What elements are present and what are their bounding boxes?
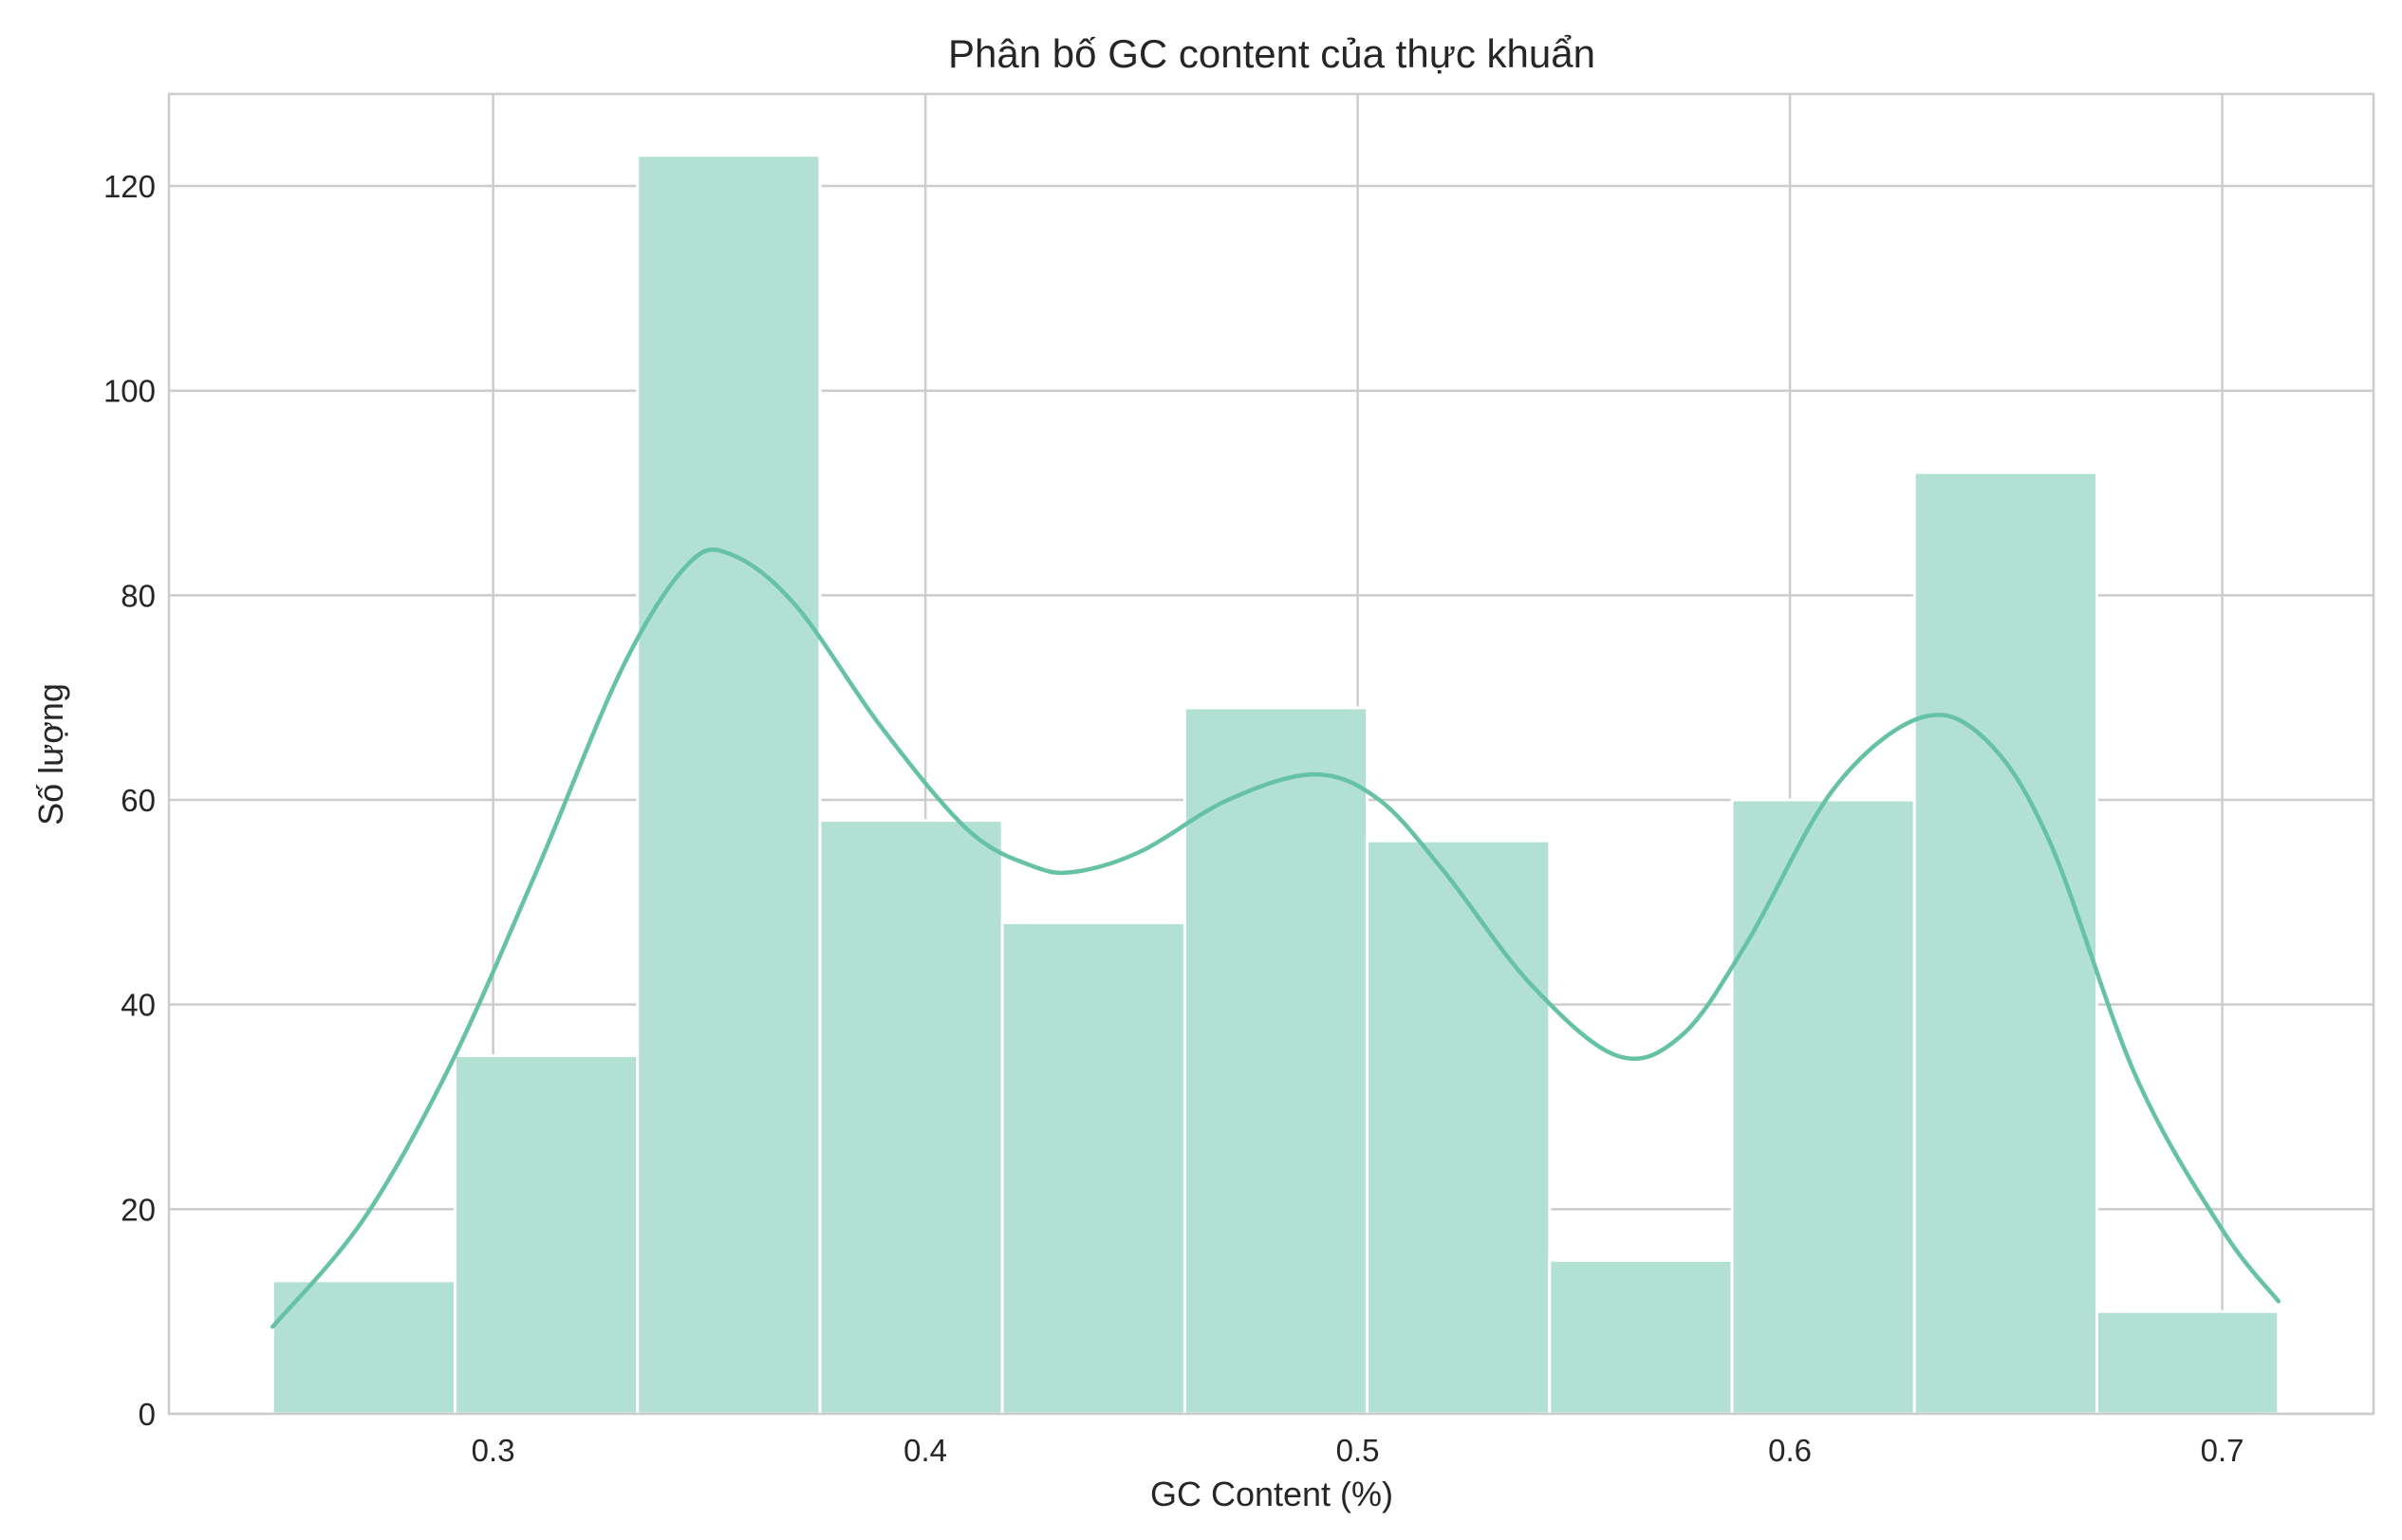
histogram-bar	[2095, 1309, 2281, 1416]
y-tick-label: 100	[103, 374, 156, 409]
y-tick-label: 40	[121, 988, 156, 1023]
histogram-bar	[270, 1279, 457, 1416]
histogram-bar	[1000, 920, 1186, 1416]
histogram-bar	[1730, 798, 1916, 1416]
y-tick-label: 120	[103, 169, 156, 204]
y-tick-label: 60	[121, 783, 156, 818]
y-tick-label: 0	[139, 1397, 156, 1432]
y-axis-label: Số lượng	[31, 683, 70, 826]
plot-frame	[167, 92, 2375, 1416]
x-tick-label: 0.4	[903, 1433, 947, 1468]
histogram-bar	[636, 154, 822, 1416]
histogram-bar	[818, 819, 1004, 1416]
histogram-bar	[1912, 471, 2098, 1416]
histogram-bars	[270, 154, 2281, 1416]
y-tick-labels: 0 20 40 60 80 100 120	[103, 169, 156, 1432]
x-tick-labels: 0.3 0.4 0.5 0.6 0.7	[472, 1433, 2244, 1468]
chart-title: Phân bố GC content của thực khuẩn	[948, 31, 1595, 76]
x-tick-label: 0.7	[2201, 1433, 2244, 1468]
x-tick-label: 0.5	[1336, 1433, 1380, 1468]
histogram-bar	[454, 1054, 640, 1416]
x-tick-label: 0.3	[472, 1433, 515, 1468]
x-axis-label: GC Content (%)	[1150, 1475, 1393, 1513]
kde-curve	[270, 547, 2281, 1329]
y-tick-label: 80	[121, 578, 156, 613]
x-tick-label: 0.6	[1768, 1433, 1812, 1468]
y-tick-label: 20	[121, 1192, 156, 1227]
histogram-bar	[1548, 1258, 1734, 1416]
histogram-bar	[1366, 839, 1552, 1416]
histogram-bar	[1182, 706, 1369, 1416]
